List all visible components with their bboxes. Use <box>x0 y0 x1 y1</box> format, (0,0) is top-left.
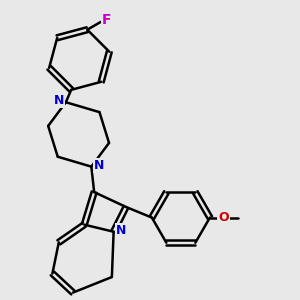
Text: O: O <box>218 211 229 224</box>
Text: F: F <box>102 14 112 28</box>
Text: N: N <box>54 94 64 107</box>
Text: N: N <box>116 224 126 237</box>
Text: N: N <box>94 159 104 172</box>
